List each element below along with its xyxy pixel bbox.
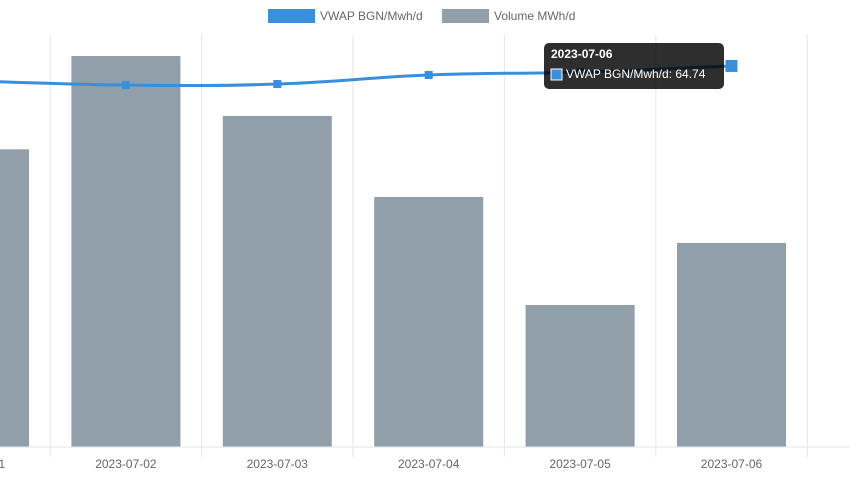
tooltip: 2023-07-06 VWAP BGN/Mwh/d: 64.74 — [544, 43, 724, 89]
point — [121, 81, 130, 90]
bars — [0, 56, 786, 448]
point — [725, 59, 738, 72]
x-tick-label: 2023-07-01 — [0, 457, 6, 471]
tooltip-swatch — [550, 68, 563, 81]
legend-swatch — [442, 9, 489, 23]
x-axis: 2023-07-01 2023-07-02 2023-07-03 2023-07-04… — [0, 446, 850, 471]
legend-label: Volume MWh/d — [494, 9, 575, 23]
point — [424, 71, 433, 80]
bar — [71, 56, 181, 448]
bar — [525, 304, 635, 447]
x-tick-label: 2023-07-03 — [247, 457, 309, 471]
x-tick-label: 2023-07-05 — [549, 457, 611, 471]
x-tick-label: 2023-07-04 — [398, 457, 460, 471]
legend-label: VWAP BGN/Mwh/d — [320, 9, 423, 23]
legend-swatch — [268, 9, 315, 23]
bar — [0, 149, 29, 447]
tooltip-box — [544, 43, 724, 89]
x-tick-label: 2023-07-06 — [701, 457, 763, 471]
bar — [374, 197, 484, 447]
bar — [677, 242, 786, 447]
x-tick-label: 2023-07-02 — [95, 457, 157, 471]
tooltip-label: VWAP BGN/Mwh/d: 64.74 — [566, 67, 706, 81]
point — [273, 80, 282, 89]
legend: VWAP BGN/Mwh/d Volume MWh/d — [268, 9, 575, 23]
tooltip-title: 2023-07-06 — [551, 47, 613, 61]
grid — [49, 35, 808, 447]
bar — [222, 115, 332, 447]
